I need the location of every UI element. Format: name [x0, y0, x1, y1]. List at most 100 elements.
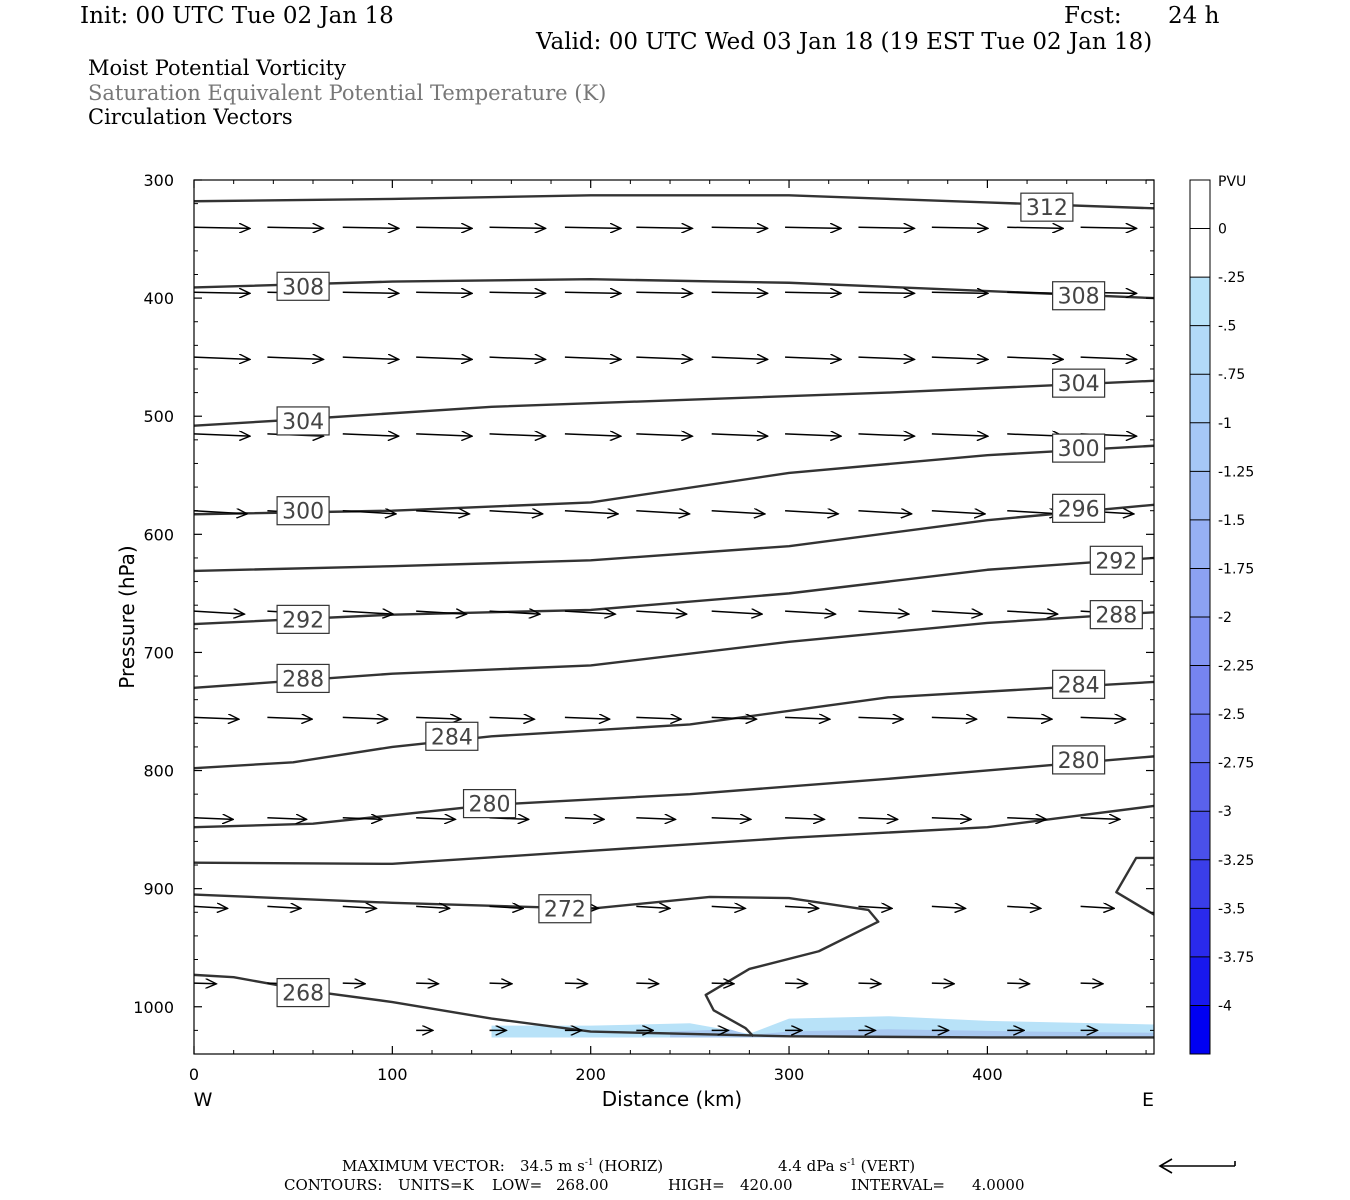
contours-high-label: HIGH=: [668, 1176, 725, 1194]
colorbar-swatch: [1190, 762, 1210, 812]
colorbar-swatch: [1190, 714, 1210, 763]
contour-label: 288: [1089, 600, 1143, 630]
contour-label-text: 312: [1026, 196, 1068, 221]
circulation-vector: [342, 983, 365, 984]
circulation-vector: [1007, 611, 1057, 614]
contour-label-text: 308: [1058, 285, 1100, 310]
circulation-vector: [342, 292, 399, 293]
contour-label-text: 288: [1095, 604, 1137, 629]
contour-label-text: 268: [282, 982, 324, 1007]
contour-label-text: 284: [431, 725, 473, 750]
circulation-vector: [931, 434, 988, 436]
circulation-vector: [1007, 511, 1060, 514]
circulation-vector: [342, 611, 393, 614]
colorbar-swatch: [1190, 617, 1210, 666]
y-axis-label: Pressure (hPa): [115, 545, 139, 688]
circulation-vector: [1080, 717, 1126, 719]
circulation-vector: [785, 717, 830, 719]
circulation-vector: [858, 906, 892, 908]
circulation-vector: [1007, 357, 1063, 359]
circulation-vector: [489, 434, 546, 436]
colorbar-swatch: [1190, 956, 1210, 1006]
circulation-vector: [858, 818, 897, 820]
contours-low-value: 268.00: [556, 1176, 609, 1194]
circulation-vector: [416, 511, 469, 514]
circulation-vector: [342, 511, 396, 514]
circulation-vector: [785, 906, 819, 908]
contour-label: 268: [276, 977, 330, 1008]
contour-label: 312: [1020, 192, 1074, 222]
theta-es-contour-304: [194, 379, 1154, 427]
colorbar-label: 0: [1218, 222, 1227, 238]
valid-time: Valid: 00 UTC Wed 03 Jan 18 (19 EST Tue …: [536, 29, 1153, 55]
circulation-vector: [194, 227, 250, 228]
circulation-vector: [785, 434, 841, 436]
colorbar-swatch: [1190, 1005, 1210, 1054]
colorbar-label: -2.75: [1218, 756, 1254, 772]
circulation-vector: [931, 357, 988, 359]
circulation-vector: [1080, 906, 1115, 908]
theta-es-contour-300: [194, 444, 1154, 516]
circulation-vector: [564, 434, 621, 436]
contour-label: 308: [276, 271, 330, 301]
contour-label-text: 308: [282, 275, 324, 300]
x-tick-label: 100: [377, 1065, 408, 1084]
circulation-vector: [416, 434, 472, 436]
circulation-vector: [858, 611, 908, 614]
circulation-vector: [858, 717, 903, 719]
colorbar-label: -4: [1218, 998, 1232, 1014]
contour-label-text: 292: [282, 608, 324, 633]
circulation-vector: [785, 611, 835, 614]
circulation-vector: [489, 983, 512, 984]
colorbar-label: -3.25: [1218, 853, 1254, 869]
theta-es-contour-308: [194, 278, 1154, 300]
max-vector-horiz: 34.5 m s-1 (HORIZ): [520, 1157, 664, 1175]
circulation-vector: [194, 292, 250, 293]
circulation-vector: [1080, 357, 1137, 359]
x-end-west: W: [194, 1089, 213, 1111]
circulation-vector: [711, 983, 734, 984]
circulation-vector: [267, 717, 312, 719]
circulation-vector: [785, 227, 841, 228]
circulation-vector: [194, 906, 228, 908]
colorbar-swatch: [1190, 374, 1210, 423]
forecast-label: Fcst:: [1064, 3, 1122, 29]
x-axis-label: Distance (km): [602, 1087, 742, 1111]
circulation-vector: [931, 511, 985, 514]
circulation-vector: [564, 227, 621, 228]
circulation-vector: [194, 818, 233, 820]
circulation-vector: [267, 906, 301, 908]
field-title-theta-es: Saturation Equivalent Potential Temperat…: [88, 81, 607, 105]
circulation-vector: [416, 818, 455, 820]
colorbar-label: -1.25: [1218, 464, 1254, 480]
circulation-vector: [1080, 227, 1137, 228]
contour-label: 284: [1052, 669, 1106, 699]
contours-label: CONTOURS:: [284, 1176, 383, 1194]
circulation-vector: [489, 357, 546, 359]
colorbar-swatch: [1190, 180, 1210, 229]
y-tick-label: 700: [143, 643, 174, 662]
circulation-vector: [564, 983, 587, 984]
circulation-vector: [1007, 983, 1029, 984]
circulation-vector: [785, 357, 841, 359]
colorbar-swatch: [1190, 908, 1210, 957]
x-end-east: E: [1142, 1089, 1154, 1111]
x-tick-label: 200: [575, 1065, 606, 1084]
circulation-vector: [342, 906, 377, 908]
circulation-vector: [858, 511, 911, 514]
circulation-vector: [636, 818, 675, 820]
circulation-vector: [489, 717, 535, 719]
circulation-vector: [711, 717, 757, 719]
circulation-vector: [564, 818, 604, 820]
circulation-vector: [1007, 227, 1063, 228]
colorbar-label: -.5: [1218, 319, 1236, 335]
plot-frame: [193, 179, 1155, 1055]
colorbar-label: -3.75: [1218, 950, 1254, 966]
circulation-vector: [636, 511, 689, 514]
circulation-vector: [711, 906, 746, 908]
circulation-vector: [711, 357, 768, 359]
x-tick-label: 400: [972, 1065, 1003, 1084]
circulation-vector: [636, 983, 658, 984]
circulation-vector: [858, 227, 914, 228]
